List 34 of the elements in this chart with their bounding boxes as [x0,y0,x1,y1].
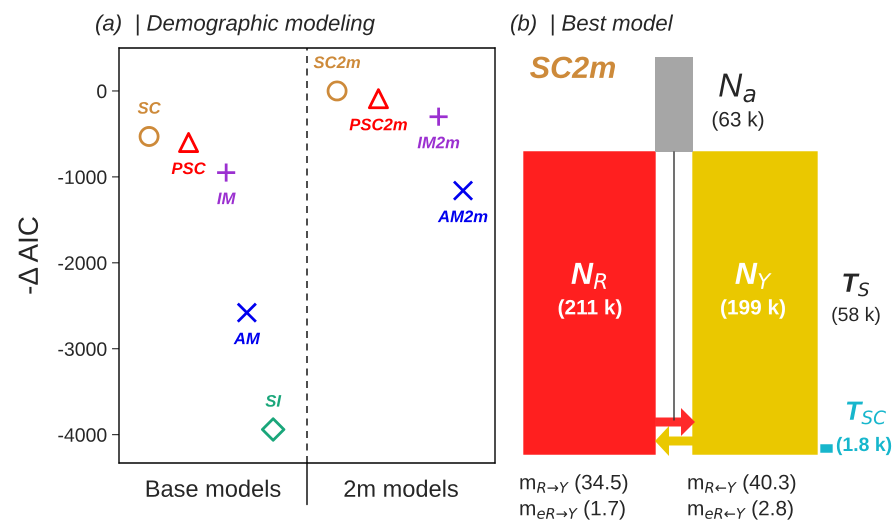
series-label: AM2m [438,210,488,222]
text: m$_{R←Y}$ (40.3) [688,474,796,494]
text: m$_{eR←Y}$ (2.8) [688,500,793,520]
x-tick-label: 2m models [344,480,458,498]
text: (211 k) [558,299,622,319]
y-axis-title: -Δ AIC [18,217,38,294]
text: (b) | Best model [511,14,674,36]
text: N$_{Y}$ [735,262,772,289]
text: (1.8 k) [836,436,892,456]
y-tick-label: -4000 [58,428,106,442]
text: (199 k) [721,299,785,319]
text: m$_{eR→Y}$ (1.7) [520,500,625,520]
text: N$_{a}$ [719,74,756,102]
y-tick-label: 0 [97,84,106,98]
series-label: PSC [172,162,206,174]
y-tick-label: -2000 [58,256,106,270]
series-label: PSC2m [350,118,407,130]
series-label: IM2m [418,136,460,148]
text: N$_{R}$ [571,262,606,289]
text: T$_{SC}$ [846,402,886,424]
series-label: SI [265,394,282,407]
series-label: IM [217,192,236,204]
y-tick-label: -1000 [58,170,106,184]
chart-title: (a) | Demographic modeling [96,14,375,36]
text: m$_{R→Y}$ (34.5) [520,474,628,494]
text: (58 k) [832,306,880,326]
text: SC2m [530,56,616,78]
series-label: AM [234,332,260,344]
x-tick-label: Base models [146,480,280,498]
y-tick-label: -3000 [58,342,106,356]
text: T$_{S}$ [843,274,869,296]
series-label: SC2m [314,56,360,68]
text: (63 k) [712,111,764,131]
series-label: SC [138,102,161,114]
